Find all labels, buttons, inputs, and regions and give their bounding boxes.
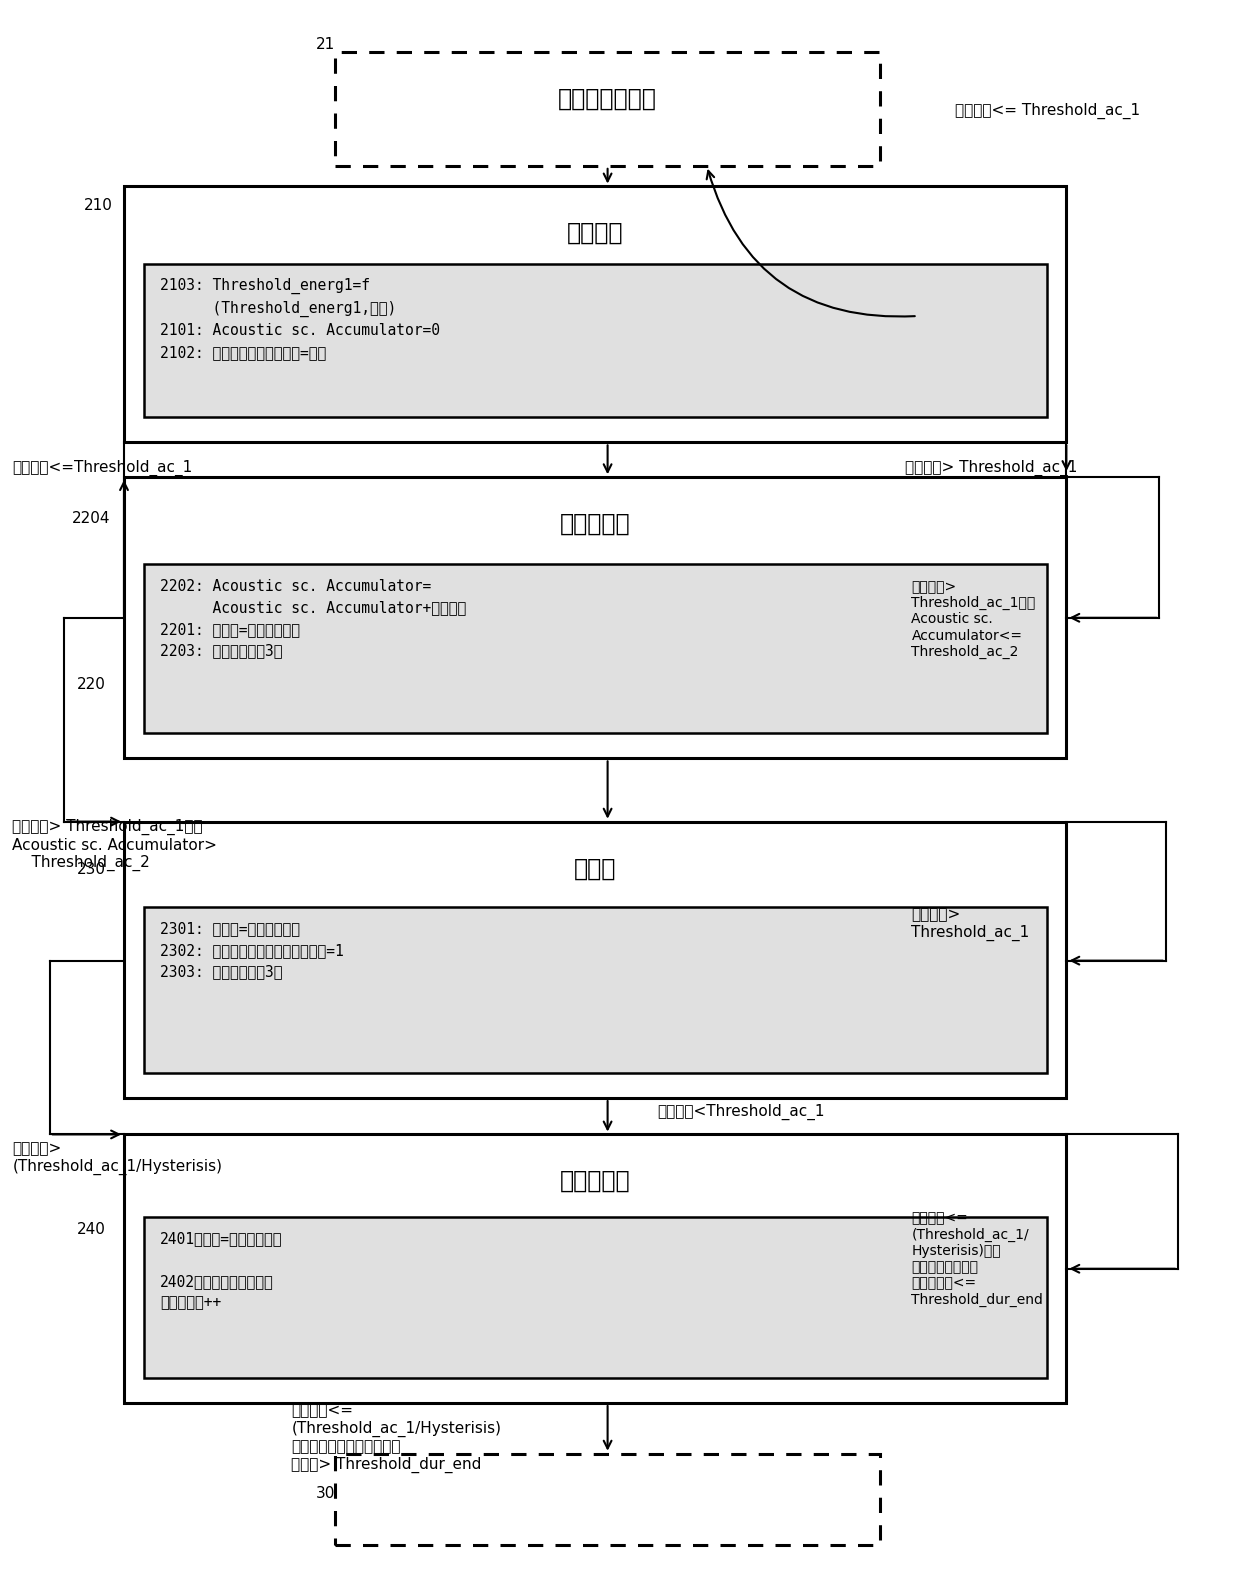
Text: 声学分值>
Threshold_ac_1: 声学分值> Threshold_ac_1 [911, 907, 1029, 942]
Text: 声学分值<= Threshold_ac_1: 声学分值<= Threshold_ac_1 [955, 103, 1140, 118]
Bar [144, 907, 1047, 1073]
Text: 2301: 当前帧=语音（临时）
2302: 针对在阈值以下的帧的帧计数=1
2303: 能量检查（图3）: 2301: 当前帧=语音（临时） 2302: 针对在阈值以下的帧的帧计数=1 2… [160, 921, 343, 980]
Bar [124, 477, 1066, 758]
Text: 声学分值<=
(Threshold_ac_1/Hysterisis)
并且针对在阈值以下的帧的
帧计数> Threshold_dur_end: 声学分值<= (Threshold_ac_1/Hysterisis) 并且针对在… [291, 1403, 501, 1473]
Text: 初始状态: 初始状态 [567, 221, 624, 245]
Text: 2103: Threshold_energ1=f
      (Threshold_energ1,能量)
2101: Acoustic sc. Accumula: 2103: Threshold_energ1=f (Threshold_ener… [160, 278, 440, 360]
Text: 段开始检查: 段开始检查 [560, 512, 630, 536]
Bar [124, 1134, 1066, 1403]
Text: 声学分值<=Threshold_ac_1: 声学分值<=Threshold_ac_1 [12, 460, 192, 476]
Text: 声学分值> Threshold_ac_1: 声学分值> Threshold_ac_1 [905, 460, 1078, 476]
Text: 210: 210 [84, 198, 113, 213]
Text: 30: 30 [316, 1485, 336, 1501]
Text: 21: 21 [316, 36, 336, 52]
Text: 声学分值>
(Threshold_ac_1/Hysterisis): 声学分值> (Threshold_ac_1/Hysterisis) [12, 1141, 222, 1176]
Text: 声学分值> Threshold_ac_1并且
Acoustic sc. Accumulator>
    Threshold_ac_2: 声学分值> Threshold_ac_1并且 Acoustic sc. Accu… [12, 818, 217, 872]
Bar [335, 1454, 880, 1545]
Bar [144, 1217, 1047, 1378]
Bar [144, 264, 1047, 417]
Text: 2202: Acoustic sc. Accumulator=
      Acoustic sc. Accumulator+声学分值
2201: 当前帧=语音: 2202: Acoustic sc. Accumulator= Acoustic… [160, 578, 466, 659]
Text: 声学分值<Threshold_ac_1: 声学分值<Threshold_ac_1 [657, 1104, 825, 1120]
Bar [144, 564, 1047, 733]
Text: 段结束检查: 段结束检查 [560, 1169, 630, 1193]
Text: 2204: 2204 [72, 510, 110, 526]
Bar [335, 52, 880, 166]
Text: 声学分值>
Threshold_ac_1并且
Acoustic sc.
Accumulator<=
Threshold_ac_2: 声学分值> Threshold_ac_1并且 Acoustic sc. Accu… [911, 580, 1035, 659]
Text: 声学分值<=
(Threshold_ac_1/
Hysterisis)并且
针对在阈值以下的
帧的帧计数<=
Threshold_dur_end: 声学分值<= (Threshold_ac_1/ Hysterisis)并且 针对… [911, 1212, 1043, 1307]
Bar [124, 822, 1066, 1098]
Text: 与声学模型比较: 与声学模型比较 [558, 87, 657, 111]
Text: 找到段: 找到段 [574, 856, 616, 880]
Text: 2401当前帧=噪音（临时）

2402针对在阈值以下的帧
的帧计数器++: 2401当前帧=噪音（临时） 2402针对在阈值以下的帧 的帧计数器++ [160, 1231, 283, 1311]
Text: 220: 220 [77, 676, 105, 692]
Text: 240: 240 [77, 1221, 105, 1237]
Text: 230: 230 [77, 861, 105, 877]
Bar [124, 186, 1066, 442]
